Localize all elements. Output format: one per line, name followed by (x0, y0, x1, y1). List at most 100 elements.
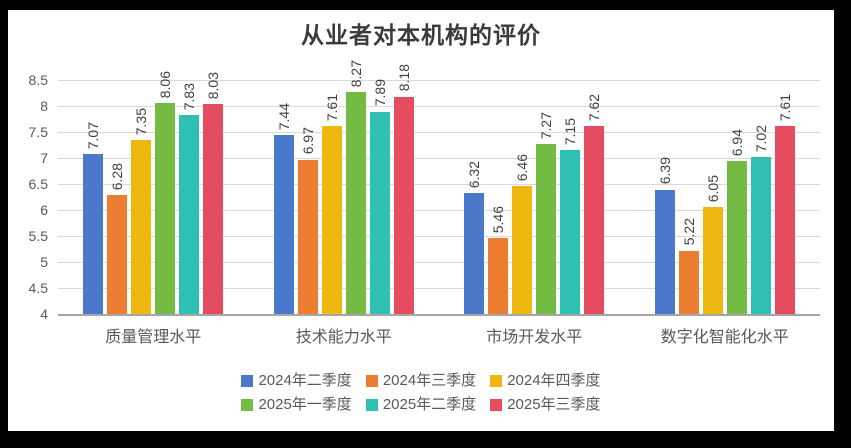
bar-value-label: 7.35 (133, 107, 150, 135)
legend-label: 2025年二季度 (382, 396, 477, 413)
bar-value-label: 7.07 (85, 122, 102, 150)
bar-value-label: 6.05 (704, 175, 721, 203)
bar-cell: 7.44 (273, 80, 294, 314)
bar-value-label: 8.06 (157, 70, 174, 98)
legend-item: 2025年二季度 (365, 396, 477, 414)
y-axis-tick-label: 7 (40, 149, 48, 166)
bar-cell: 8.18 (393, 64, 414, 314)
category-label: 市场开发水平 (486, 329, 583, 346)
bar (536, 143, 557, 314)
bar-groups: 7.07 6.28 7.35 8.06 7.83 8.03 7.44 6.97 7.61 8.27… (58, 60, 821, 314)
bar-cell: 8.06 (155, 71, 176, 314)
bar-value-label: 6.94 (728, 128, 745, 157)
legend-label: 2025年三季度 (507, 396, 601, 413)
y-axis-tick-label: 8.5 (28, 72, 48, 88)
bar-value-label: 5.22 (680, 218, 697, 246)
bar-value-label: 7.44 (275, 102, 292, 131)
bar-value-label: 7.83 (181, 82, 198, 110)
bar-value-label: 8.18 (395, 64, 412, 92)
legend-label: 2024年三季度 (382, 372, 477, 389)
bar-cell: 6.28 (107, 80, 128, 314)
bar (488, 238, 509, 314)
bar-value-label: 6.46 (514, 153, 531, 182)
bar (584, 125, 605, 314)
bar-cell: 6.46 (512, 80, 533, 314)
bar-cell: 7.61 (321, 80, 342, 314)
plot-area: 8.5 8 7.5 7 6.5 6 5.5 5 4.5 4 7.07 6.28 7.35 8.06 7.83… (29, 60, 821, 322)
bar (512, 186, 533, 314)
legend-row: 2025年一季度 2025年二季度 2025年三季度 (241, 396, 601, 414)
bar-cell: 6.05 (702, 80, 723, 314)
y-axis-tick-label: 4 (40, 306, 48, 322)
bar-value-label: 7.61 (776, 94, 793, 122)
bar-cell: 7.83 (179, 80, 200, 314)
bar (702, 207, 723, 314)
legend-label: 2025年一季度 (258, 396, 352, 413)
bar (273, 135, 294, 314)
bar-cell: 7.15 (560, 80, 581, 314)
gridline (58, 210, 820, 211)
gridline (58, 184, 820, 185)
y-axis-tick-label: 7.5 (28, 123, 48, 140)
chart-title: 从业者对本机构的评价 (301, 22, 541, 48)
bar-value-label: 8.27 (347, 59, 364, 87)
bar (297, 159, 318, 314)
legend-marker-icon (490, 375, 503, 387)
bar-cell: 6.32 (464, 80, 485, 314)
bar-group: 6.39 5.22 6.05 6.94 7.02 7.61 (630, 80, 821, 314)
bar-cell: 8.27 (345, 60, 366, 314)
bar-value-label: 7.62 (586, 93, 603, 121)
legend-marker-icon (365, 399, 378, 411)
gridline (58, 235, 820, 237)
legend-item: 2024年二季度 (241, 372, 352, 390)
bar-cell: 8.03 (203, 72, 224, 314)
bar-value-label: 8.03 (205, 72, 222, 100)
gridline (58, 157, 820, 159)
bar (678, 250, 699, 314)
bar-cell: 7.07 (83, 80, 104, 314)
bar (750, 156, 771, 314)
bar-cell: 6.97 (297, 80, 318, 314)
y-axis-tick-label: 4.5 (28, 279, 48, 296)
bar (369, 111, 390, 314)
bar-cell: 6.39 (654, 80, 675, 314)
y-axis-tick-label: 5.5 (28, 227, 48, 244)
bar (107, 195, 128, 314)
bar-value-label: 7.27 (538, 111, 555, 139)
bar-cell: 5.22 (678, 80, 699, 314)
bar-value-label: 6.39 (656, 157, 673, 185)
y-axis-tick-label: 8 (40, 97, 48, 114)
category-label: 技术能力水平 (295, 329, 392, 346)
legend-marker-icon (365, 375, 378, 387)
legend-label: 2024年四季度 (507, 372, 601, 389)
bar-value-label: 6.32 (466, 161, 483, 189)
gridline (58, 288, 820, 289)
bar-group: 6.32 5.46 6.46 7.27 7.15 7.62 (439, 80, 630, 314)
bar-cell: 7.02 (750, 80, 771, 314)
bar (155, 102, 176, 314)
y-axis-tick-label: 6.5 (28, 175, 48, 192)
category-label: 质量管理水平 (105, 329, 202, 346)
legend-item: 2025年一季度 (241, 396, 352, 414)
bar-cell: 6.94 (726, 80, 747, 314)
y-axis-tick-label: 6 (40, 202, 48, 218)
bar-cell: 7.62 (584, 80, 605, 314)
category-label: 数字化智能化水平 (660, 329, 789, 346)
legend-item: 2024年三季度 (365, 372, 477, 390)
bar-cell: 7.89 (369, 79, 390, 314)
bar-cell: 7.35 (131, 80, 152, 314)
legend-row: 2024年二季度 2024年三季度 2024年四季度 (241, 372, 601, 390)
bar (560, 150, 581, 314)
bar-cell: 7.27 (536, 80, 557, 314)
bar (203, 104, 224, 314)
bar-group: 7.07 6.28 7.35 8.06 7.83 8.03 (58, 71, 249, 314)
bar-cell: 7.61 (774, 80, 795, 314)
bar (131, 139, 152, 314)
bar-value-label: 7.02 (752, 124, 769, 152)
bar-group: 7.44 6.97 7.61 8.27 7.89 8.18 (249, 60, 440, 314)
bar-value-label: 6.97 (299, 127, 316, 155)
y-axis-tick-label: 5 (40, 254, 48, 270)
legend-item: 2025年三季度 (490, 396, 601, 414)
gridline (58, 80, 820, 81)
bar (345, 91, 366, 314)
